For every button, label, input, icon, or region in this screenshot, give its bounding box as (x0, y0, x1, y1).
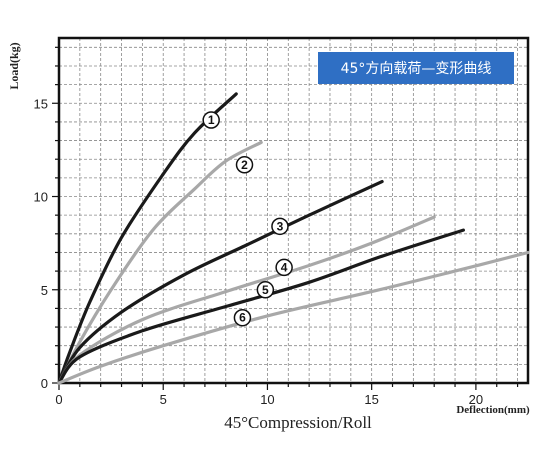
chart-caption: 45°Compression/Roll (224, 413, 372, 432)
series-line-4 (57, 215, 436, 385)
grid (59, 38, 528, 383)
series-line-3 (57, 180, 384, 385)
x-tick-label: 10 (260, 392, 274, 407)
marker-layer: 1 2 3 45 6 (202, 111, 293, 327)
y-axis-title: Load(kg) (7, 42, 21, 89)
series-marker-2 (235, 156, 254, 174)
series-marker-5 (256, 281, 275, 299)
legend-box (318, 52, 514, 84)
x-tick-label: 0 (55, 392, 62, 407)
series-label-3: 3 (277, 219, 284, 233)
series-label-1: 1 (208, 113, 215, 127)
y-tick-label: 5 (41, 283, 48, 298)
x-axis-title: Deflection(mm) (456, 404, 530, 416)
series-marker-6 (233, 308, 252, 327)
chart-title: 45°方向载荷—变形曲线 (341, 61, 492, 77)
x-tick-label: 5 (160, 392, 167, 407)
y-tick-label: 10 (34, 190, 48, 205)
legend: 45°方向载荷—变形曲线 (318, 52, 514, 84)
series-line-2 (57, 140, 263, 385)
series-layer (57, 92, 530, 385)
y-tick-label: 0 (41, 376, 48, 391)
series-label-5: 5 (262, 283, 269, 297)
x-tick-label: 20 (469, 392, 483, 407)
series-line-1 (57, 92, 238, 385)
plot-frame (57, 36, 530, 385)
series-marker-1 (202, 111, 220, 129)
series-line-5 (57, 228, 465, 385)
series-line-6 (57, 250, 530, 385)
series-label-4: 4 (281, 260, 288, 274)
series-marker-4 (275, 258, 293, 277)
y-tick-label: 15 (34, 96, 48, 111)
series-label-6: 6 (239, 311, 246, 325)
x-tick-label: 15 (364, 392, 378, 407)
series-label-2: 2 (241, 158, 248, 172)
series-marker-3 (271, 217, 289, 236)
